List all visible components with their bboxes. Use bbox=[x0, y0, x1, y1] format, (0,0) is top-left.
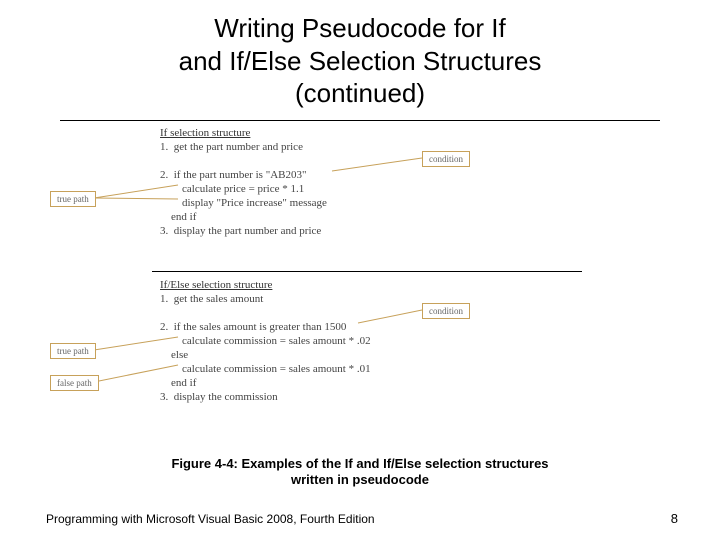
footer-text: Programming with Microsoft Visual Basic … bbox=[46, 512, 375, 526]
figure-area: If selection structure If/Else selection… bbox=[60, 120, 660, 450]
section2-line: else bbox=[160, 349, 188, 361]
title-line-2: and If/Else Selection Structures bbox=[179, 46, 542, 76]
slide-title: Writing Pseudocode for If and If/Else Se… bbox=[0, 0, 720, 116]
section2-line: end if bbox=[160, 377, 196, 389]
connector-lines bbox=[60, 121, 660, 451]
section1-line: 3. display the part number and price bbox=[160, 225, 321, 237]
section2-line: 2. if the sales amount is greater than 1… bbox=[160, 321, 346, 333]
label-condition-1: condition bbox=[422, 151, 470, 167]
section2-line: calculate commission = sales amount * .0… bbox=[160, 335, 371, 347]
label-false-path-2: false path bbox=[50, 375, 99, 391]
page-number: 8 bbox=[671, 511, 678, 526]
caption-line-2: written in pseudocode bbox=[291, 472, 429, 487]
label-true-path-1: true path bbox=[50, 191, 96, 207]
section2-line: 1. get the sales amount bbox=[160, 293, 263, 305]
section2-line: calculate commission = sales amount * .0… bbox=[160, 363, 371, 375]
section1-heading: If selection structure bbox=[160, 127, 250, 139]
section-divider bbox=[152, 271, 582, 272]
section2-heading: If/Else selection structure bbox=[160, 279, 272, 291]
title-line-1: Writing Pseudocode for If bbox=[214, 13, 505, 43]
section2-line: 3. display the commission bbox=[160, 391, 278, 403]
section1-line: calculate price = price * 1.1 bbox=[160, 183, 304, 195]
title-line-3: (continued) bbox=[295, 78, 425, 108]
label-condition-2: condition bbox=[422, 303, 470, 319]
section1-line: 2. if the part number is "AB203" bbox=[160, 169, 306, 181]
label-true-path-2: true path bbox=[50, 343, 96, 359]
figure-caption: Figure 4-4: Examples of the If and If/El… bbox=[0, 456, 720, 490]
section1-line: display "Price increase" message bbox=[160, 197, 327, 209]
caption-line-1: Figure 4-4: Examples of the If and If/El… bbox=[171, 456, 548, 471]
section1-line: end if bbox=[160, 211, 196, 223]
section1-line: 1. get the part number and price bbox=[160, 141, 303, 153]
